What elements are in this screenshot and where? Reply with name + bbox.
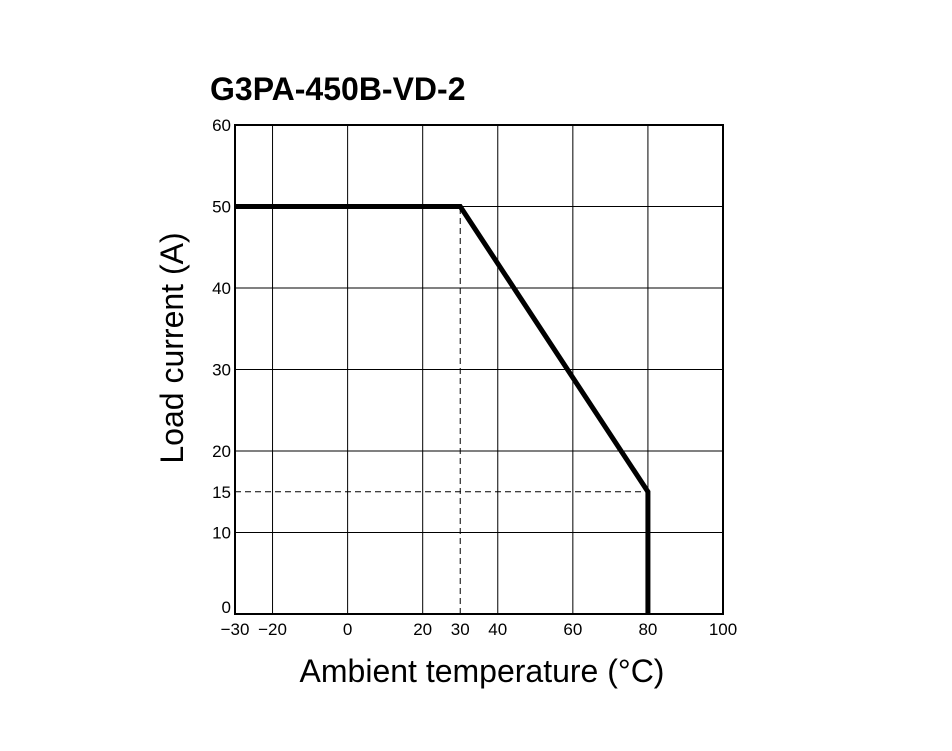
y-tick-labels: 0 10 15 20 30 40 50 60 xyxy=(212,116,231,617)
y-tick-label: 20 xyxy=(212,442,231,461)
x-tick-label: 0 xyxy=(343,620,352,639)
reference-lines xyxy=(235,206,648,614)
plot-frame xyxy=(234,124,724,615)
y-tick-label: 60 xyxy=(212,116,231,135)
x-tick-label: −30 xyxy=(221,620,250,639)
x-axis-label: Ambient temperature (°C) xyxy=(300,653,665,689)
y-tick-label: 15 xyxy=(212,483,231,502)
x-tick-labels: −30 −20 0 20 30 40 60 80 100 xyxy=(221,620,738,639)
chart-title: G3PA-450B-VD-2 xyxy=(210,71,465,107)
y-tick-label: 0 xyxy=(222,598,231,617)
x-tick-label: 60 xyxy=(563,620,582,639)
x-tick-label: −20 xyxy=(258,620,287,639)
y-tick-label: 40 xyxy=(212,279,231,298)
x-tick-label: 80 xyxy=(638,620,657,639)
series xyxy=(235,204,651,614)
x-tick-label: 20 xyxy=(413,620,432,639)
x-tick-label: 30 xyxy=(451,620,470,639)
series-line xyxy=(235,204,651,614)
y-tick-label: 50 xyxy=(212,198,231,217)
y-axis-label: Load current (A) xyxy=(154,232,190,463)
x-tick-label: 40 xyxy=(488,620,507,639)
y-tick-label: 10 xyxy=(212,524,231,543)
y-tick-label: 30 xyxy=(212,361,231,380)
x-tick-label: 100 xyxy=(709,620,737,639)
